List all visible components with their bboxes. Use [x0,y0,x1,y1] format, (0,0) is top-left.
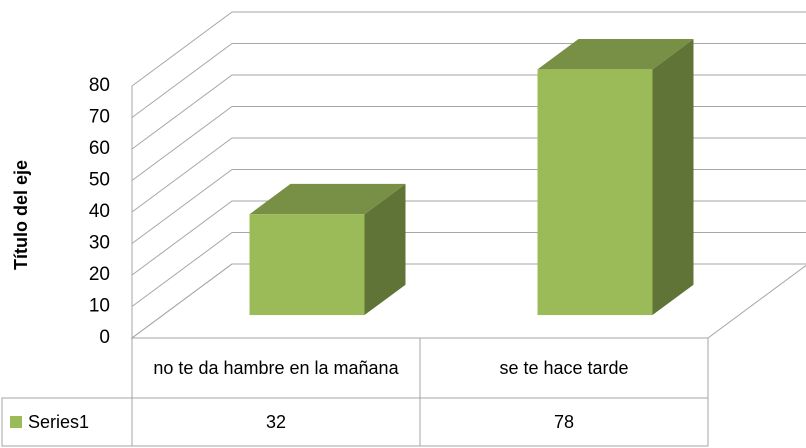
bar [537,69,653,316]
grid-line [131,263,806,339]
y-tick-label: 30 [89,233,110,254]
category-label: no te da hambre en la mañana [153,358,399,378]
y-axis-title: Título del eje [11,160,31,270]
table-value: 78 [553,412,575,432]
legend-label: Series1 [28,412,90,432]
y-tick-label: 10 [89,296,110,317]
bar-side [652,39,694,316]
bar-top [537,39,694,70]
y-tick-label: 60 [89,138,110,159]
bar-side [364,183,406,316]
table-value: 32 [265,412,287,432]
y-tick-label: 80 [89,75,110,96]
bar-top [249,183,406,215]
y-tick-label: 70 [89,107,110,128]
y-tick-label: 40 [89,201,110,222]
grid-line [131,232,806,307]
y-tick-label: 20 [89,264,110,285]
category-label: se te hace tarde [499,358,629,378]
floor [130,263,806,339]
table-border [1,397,132,447]
grid-line [131,11,806,87]
bar [249,214,365,316]
y-tick-label: 50 [89,170,110,191]
y-tick-label: 0 [99,327,110,348]
legend-key [10,416,22,428]
